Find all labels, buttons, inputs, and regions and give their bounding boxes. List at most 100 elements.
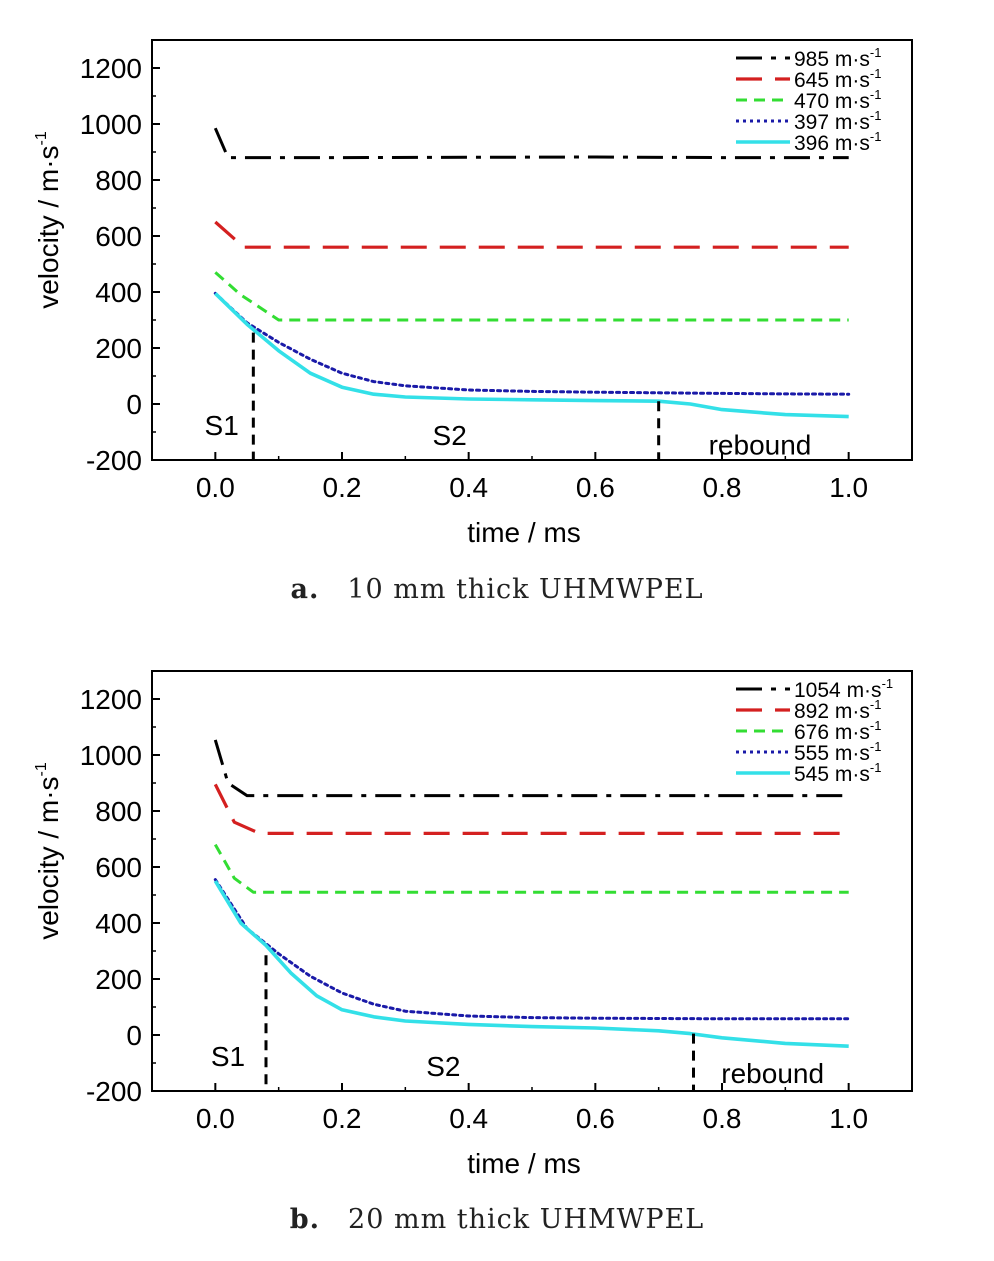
x-tick-label: 0.6 bbox=[576, 472, 615, 503]
x-tick-label: 0.8 bbox=[703, 1103, 742, 1134]
legend-unit: m·s bbox=[835, 48, 870, 71]
y-tick-label: 200 bbox=[95, 964, 142, 995]
legend-value: 892 bbox=[794, 700, 835, 723]
legend-unit-sup: -1 bbox=[870, 718, 882, 733]
y-axis-label-sup: -1 bbox=[33, 131, 50, 145]
legend-value: 1054 bbox=[794, 679, 847, 702]
x-tick-label: 0.0 bbox=[196, 472, 235, 503]
y-tick-label: 0 bbox=[126, 1020, 142, 1051]
x-tick-label: 1.0 bbox=[829, 1103, 868, 1134]
caption-a-letter: a. bbox=[290, 574, 320, 605]
legend-unit-sup: -1 bbox=[882, 676, 894, 691]
x-tick-label: 0.6 bbox=[576, 1103, 615, 1134]
x-tick-label: 0.0 bbox=[196, 1103, 235, 1134]
series-line-397 bbox=[213, 291, 851, 396]
x-tick-label: 0.2 bbox=[323, 1103, 362, 1134]
y-tick-label: -200 bbox=[86, 445, 142, 476]
x-axis-label: time / ms bbox=[467, 1148, 581, 1179]
legend-value: 985 bbox=[794, 48, 835, 71]
x-tick-label: 0.4 bbox=[449, 472, 488, 503]
annotation-s2: S2 bbox=[426, 1051, 460, 1082]
y-tick-label: 1200 bbox=[80, 684, 142, 715]
legend-label-892: 892 m·s-1 bbox=[794, 697, 881, 723]
legend-unit-sup: -1 bbox=[870, 108, 882, 123]
legend-value: 676 bbox=[794, 721, 835, 744]
series-line-676 bbox=[213, 843, 849, 894]
y-axis-label: velocity / m·s-1 bbox=[33, 762, 64, 940]
y-tick-label: 400 bbox=[95, 277, 142, 308]
x-tick-label: 0.8 bbox=[703, 472, 742, 503]
velocity-chart-a: -200 0 200 400 600 800 1000 1200 0.0 0.2 0.4 0.6 0.8… bbox=[33, 39, 913, 548]
legend-unit-sup: -1 bbox=[870, 129, 882, 144]
series-line-470 bbox=[214, 271, 849, 322]
series-line-1054 bbox=[213, 739, 849, 798]
legend-label-396: 396 m·s-1 bbox=[794, 129, 881, 155]
legend-unit: m·s bbox=[835, 69, 870, 92]
annotation-s1: S1 bbox=[205, 410, 239, 441]
series-line-555 bbox=[213, 878, 851, 1021]
series-line-396 bbox=[214, 292, 849, 419]
caption-a-text: 10 mm thick UHMWPEL bbox=[347, 574, 704, 605]
caption-a: a. 10 mm thick UHMWPEL bbox=[0, 574, 994, 605]
x-axis-label: time / ms bbox=[467, 517, 581, 548]
legend-unit: m·s bbox=[835, 111, 870, 134]
legend-unit-sup: -1 bbox=[870, 45, 882, 60]
y-tick-label: 1000 bbox=[80, 109, 142, 140]
x-tick-label: 1.0 bbox=[829, 472, 868, 503]
legend-unit: m·s bbox=[835, 721, 870, 744]
annotation-rebound: rebound bbox=[709, 430, 812, 461]
annotation-s1: S1 bbox=[211, 1041, 245, 1072]
legend-label-1054: 1054 m·s-1 bbox=[794, 676, 893, 702]
series-line-892 bbox=[213, 783, 849, 835]
velocity-chart-b: -200 0 200 400 600 800 1000 1200 0.0 0.2 0.4 0.6 0.8… bbox=[33, 670, 913, 1179]
legend-unit: m·s bbox=[847, 679, 882, 702]
caption-b-letter: b. bbox=[289, 1204, 321, 1235]
caption-b-text: 20 mm thick UHMWPEL bbox=[348, 1204, 705, 1235]
series-line-645 bbox=[214, 220, 849, 249]
y-tick-label: 1200 bbox=[80, 53, 142, 84]
x-tick-label: 0.2 bbox=[323, 472, 362, 503]
caption-b: b. 20 mm thick UHMWPEL bbox=[0, 1204, 994, 1235]
legend-value: 545 bbox=[794, 763, 835, 786]
legend-unit: m·s bbox=[835, 700, 870, 723]
y-tick-label: -200 bbox=[86, 1076, 142, 1107]
chart-panel-a: -200 0 200 400 600 800 1000 1200 0.0 0.2 0.4 0.6 0.8… bbox=[0, 0, 994, 630]
series-line-985 bbox=[213, 127, 849, 160]
legend-unit-sup: -1 bbox=[870, 66, 882, 81]
legend-label-555: 555 m·s-1 bbox=[794, 739, 881, 765]
annotation-rebound: rebound bbox=[721, 1058, 824, 1089]
legend-label-645: 645 m·s-1 bbox=[794, 66, 881, 92]
legend-value: 396 bbox=[794, 132, 835, 155]
y-tick-label: 1000 bbox=[80, 740, 142, 771]
y-tick-label: 600 bbox=[95, 852, 142, 883]
legend-label-470: 470 m·s-1 bbox=[794, 87, 881, 113]
legend-unit: m·s bbox=[835, 763, 870, 786]
legend-unit: m·s bbox=[835, 132, 870, 155]
annotation-s2: S2 bbox=[433, 420, 467, 451]
y-tick-label: 800 bbox=[95, 165, 142, 196]
legend-unit-sup: -1 bbox=[870, 739, 882, 754]
y-tick-label: 400 bbox=[95, 908, 142, 939]
legend-unit-sup: -1 bbox=[870, 697, 882, 712]
y-tick-label: 600 bbox=[95, 221, 142, 252]
legend-unit: m·s bbox=[835, 742, 870, 765]
legend-value: 555 bbox=[794, 742, 835, 765]
y-tick-label: 0 bbox=[126, 389, 142, 420]
legend-unit-sup: -1 bbox=[870, 87, 882, 102]
y-tick-label: 200 bbox=[95, 333, 142, 364]
legend-value: 397 bbox=[794, 111, 835, 134]
legend-label-397: 397 m·s-1 bbox=[794, 108, 881, 134]
legend-label-985: 985 m·s-1 bbox=[794, 45, 881, 71]
legend-unit: m·s bbox=[835, 90, 870, 113]
legend-label-676: 676 m·s-1 bbox=[794, 718, 881, 744]
x-tick-label: 0.4 bbox=[449, 1103, 488, 1134]
y-axis-label: velocity / m·s-1 bbox=[33, 131, 64, 309]
legend-value: 470 bbox=[794, 90, 835, 113]
legend-unit-sup: -1 bbox=[870, 760, 882, 775]
legend-label-545: 545 m·s-1 bbox=[794, 760, 881, 786]
y-axis-label-sup: -1 bbox=[33, 762, 50, 776]
legend-value: 645 bbox=[794, 69, 835, 92]
y-tick-label: 800 bbox=[95, 796, 142, 827]
chart-panel-b: -200 0 200 400 600 800 1000 1200 0.0 0.2 0.4 0.6 0.8… bbox=[0, 631, 994, 1261]
series-line-545 bbox=[213, 880, 849, 1048]
